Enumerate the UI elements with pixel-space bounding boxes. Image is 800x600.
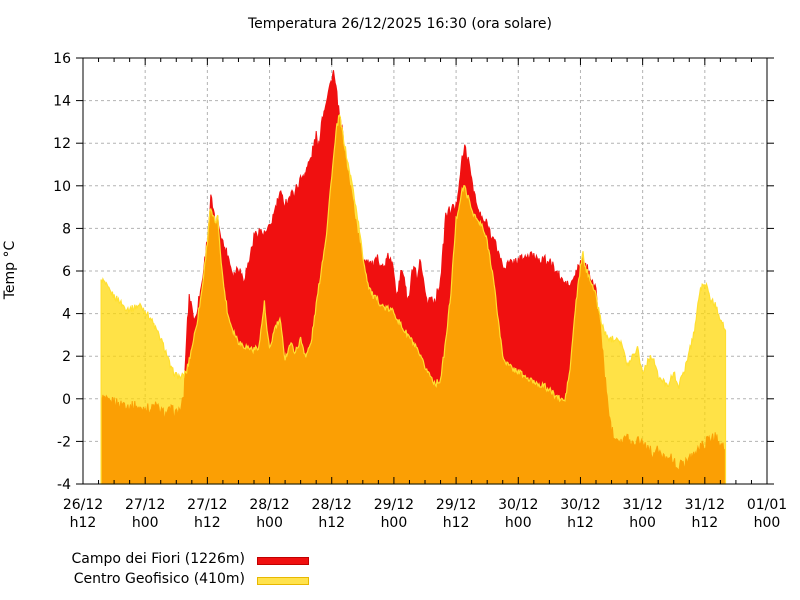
x-tick-label-date: 31/12	[685, 497, 725, 513]
x-tick-label-date: 01/01	[747, 497, 787, 513]
x-tick-label-hour: h12	[318, 515, 345, 531]
chart-title: Temperatura 26/12/2025 16:30 (ora solare…	[247, 16, 552, 32]
x-tick-label-date: 29/12	[436, 497, 476, 513]
x-tick-label-hour: h00	[132, 515, 159, 531]
y-tick-label: -2	[57, 434, 71, 450]
x-tick-label-hour: h12	[194, 515, 221, 531]
y-tick-label: 14	[53, 94, 71, 110]
y-tick-label: 10	[53, 179, 71, 195]
x-tick-label-hour: h00	[629, 515, 656, 531]
x-tick-label-date: 28/12	[312, 497, 352, 513]
x-tick-label-date: 27/12	[125, 497, 165, 513]
x-tick-label-date: 30/12	[560, 497, 600, 513]
x-tick-label-date: 31/12	[622, 497, 662, 513]
legend-label-campo-dei-fiori: Campo dei Fiori (1226m)	[71, 551, 245, 567]
x-tick-label-date: 27/12	[187, 497, 227, 513]
legend-swatch-campo-dei-fiori	[257, 557, 309, 565]
y-tick-label: 8	[62, 221, 71, 237]
y-tick-label: 2	[62, 349, 71, 365]
y-tick-label: 12	[53, 136, 71, 152]
x-tick-label-hour: h00	[505, 515, 532, 531]
x-tick-label-hour: h12	[691, 515, 718, 531]
legend-label-centro-geofisico: Centro Geofisico (410m)	[73, 571, 245, 587]
x-tick-label-hour: h00	[381, 515, 408, 531]
y-tick-label: -4	[57, 477, 71, 493]
x-tick-label-hour: h12	[567, 515, 594, 531]
x-tick-label-date: 26/12	[63, 497, 103, 513]
series-centro-geofisico	[100, 113, 727, 485]
x-tick-label-date: 30/12	[498, 497, 538, 513]
x-tick-label-date: 29/12	[374, 497, 414, 513]
x-tick-label-hour: h12	[70, 515, 97, 531]
x-tick-label-hour: h00	[754, 515, 781, 531]
legend-swatch-centro-geofisico	[257, 577, 309, 585]
x-tick-label-hour: h00	[256, 515, 283, 531]
y-tick-label: 0	[62, 392, 71, 408]
y-tick-label: 6	[62, 264, 71, 280]
x-tick-label-date: 28/12	[249, 497, 289, 513]
y-tick-label: 4	[62, 307, 71, 323]
x-tick-label-hour: h12	[443, 515, 470, 531]
y-tick-label: 16	[53, 51, 71, 67]
